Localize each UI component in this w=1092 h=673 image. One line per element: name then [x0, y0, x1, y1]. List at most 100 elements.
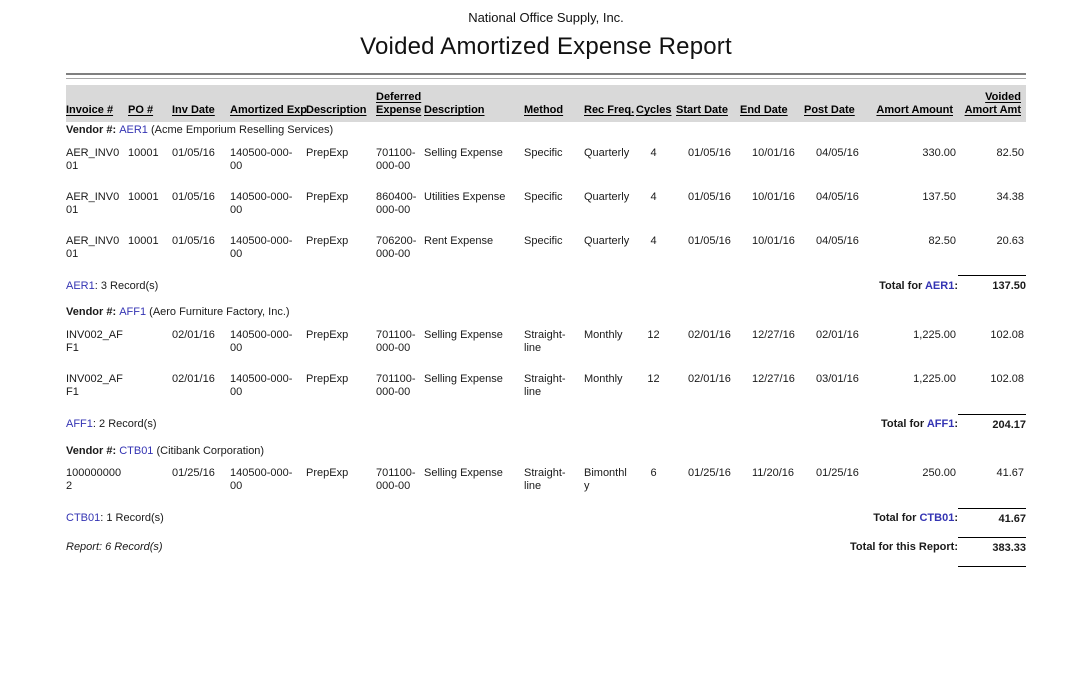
inv_date-cell: 02/01/16	[172, 373, 215, 386]
inv_date-cell: 01/05/16	[172, 190, 215, 203]
amortized_exp-cell: 140500-000-00	[230, 329, 293, 355]
column-header-label: Description	[306, 103, 367, 116]
end_date-cell: 10/01/16	[752, 190, 795, 203]
vendor-heading: Vendor #: AER1 (Acme Emporium Reselling …	[66, 122, 1026, 144]
expense-row: INV002_AFF1 02/01/16 140500-000-00 PrepExp 7…	[66, 370, 1026, 414]
vendor-row: Vendor #: AER1 (Acme Emporium Reselling …	[66, 122, 1026, 144]
cycles-cell: 12	[647, 373, 660, 386]
expense-row: AER_INV001 10001 01/05/16 140500-000-00 Prep…	[66, 144, 1026, 188]
total-for-text: Total for	[881, 418, 927, 431]
inv_date-cell: 01/25/16	[172, 467, 215, 480]
table-body: Vendor #: AER1 (Acme Emporium Reselling …	[66, 122, 1026, 567]
group-records-text: : 2 Record(s)	[92, 418, 157, 431]
vendor-row: Vendor #: AFF1 (Aero Furniture Factory, …	[66, 304, 1026, 326]
cycles-cell: 4	[650, 190, 657, 203]
voided-amortized-expense-table: Invoice # PO # Inv Date Amortized Exp Descri…	[66, 85, 1026, 567]
column-header-description1: Description	[306, 85, 376, 122]
end_date-cell: 10/01/16	[752, 146, 795, 159]
group-records-text: : 1 Record(s)	[100, 512, 164, 525]
column-header-label: Method	[524, 103, 564, 116]
vendor-name: (Citibank Corporation)	[153, 444, 265, 457]
description2-cell: Selling Expense	[424, 373, 503, 386]
group-code: AER1	[66, 279, 95, 292]
vendor-heading: Vendor #: CTB01 (Citibank Corporation)	[66, 443, 1026, 465]
rec_freq-cell: Monthly	[584, 329, 623, 342]
start_date-cell: 01/05/16	[688, 190, 731, 203]
po-cell: 10001	[128, 234, 159, 247]
column-header-label: Start Date	[676, 103, 728, 116]
expense-row: AER_INV001 10001 01/05/16 140500-000-00 Prep…	[66, 188, 1026, 232]
method-cell: Straight-line	[524, 467, 566, 493]
cycles-cell: 4	[650, 146, 657, 159]
vendor-name: (Aero Furniture Factory, Inc.)	[146, 306, 290, 319]
report-records-count: Report: 6 Record(s)	[66, 541, 163, 554]
deferred_expense-cell: 701100-000-00	[376, 329, 416, 355]
deferred_expense-cell: 860400-000-00	[376, 190, 417, 216]
column-header-amort_amount: Amort Amount	[872, 85, 958, 122]
group-total-label: Total for CTB01:	[636, 508, 958, 537]
amortized_exp-cell: 140500-000-00	[230, 190, 293, 216]
column-header-description2: Description	[424, 85, 524, 122]
post_date-cell: 03/01/16	[816, 373, 859, 386]
column-header-label: Cycles	[636, 103, 672, 116]
cycles-cell: 6	[650, 467, 657, 480]
description2-cell: Selling Expense	[424, 146, 503, 159]
deferred_expense-cell: 701100-000-00	[376, 373, 416, 399]
end_date-cell: 10/01/16	[752, 234, 795, 247]
deferred_expense-cell: 701100-000-00	[376, 146, 416, 172]
rec_freq-cell: Quarterly	[584, 146, 630, 159]
rec_freq-cell: Monthly	[584, 373, 623, 386]
voided_amort_amt-cell: 102.08	[990, 373, 1024, 386]
column-header-cycles: Cycles	[636, 85, 676, 122]
invoice-cell: INV002_AFF1	[66, 373, 123, 399]
report-page: National Office Supply, Inc. Voided Amor…	[66, 0, 1026, 567]
inv_date-cell: 01/05/16	[172, 146, 215, 159]
cycles-cell: 12	[647, 329, 660, 342]
rec_freq-cell: Quarterly	[584, 190, 630, 203]
amort_amount-cell: 137.50	[922, 190, 956, 203]
top-divider-rule	[66, 73, 1026, 79]
vendor-label: Vendor #:	[66, 123, 120, 136]
group-records-count: AER1: 3 Record(s)	[66, 276, 636, 304]
invoice-cell: 1000000002	[66, 467, 122, 493]
group-total-amount: 137.50	[958, 275, 1026, 305]
column-header-method: Method	[524, 85, 584, 122]
column-header-label: Amort Amount	[876, 103, 953, 116]
company-name: National Office Supply, Inc.	[468, 10, 624, 25]
description2-cell: Selling Expense	[424, 467, 503, 480]
column-header-rec_freq: Rec Freq.	[584, 85, 636, 122]
start_date-cell: 01/25/16	[688, 467, 731, 480]
po-cell	[128, 326, 172, 370]
group-subtotal-row: CTB01: 1 Record(s) Total for CTB01: 41.67	[66, 507, 1026, 538]
column-header-start_date: Start Date	[676, 85, 740, 122]
invoice-cell: INV002_AFF1	[66, 329, 123, 355]
column-header-label: Invoice #	[66, 103, 114, 116]
report-total-amount: 383.33	[958, 536, 1026, 567]
table-header-row: Invoice # PO # Inv Date Amortized Exp Descri…	[66, 85, 1026, 122]
amort_amount-cell: 250.00	[922, 467, 956, 480]
start_date-cell: 02/01/16	[688, 329, 731, 342]
expense-row: INV002_AFF1 02/01/16 140500-000-00 PrepExp 7…	[66, 326, 1026, 370]
expense-row: 1000000002 01/25/16 140500-000-00 PrepExp 70…	[66, 464, 1026, 508]
group-records-text: : 3 Record(s)	[94, 279, 159, 292]
vendor-code: CTB01	[119, 444, 154, 457]
report-total-row: Report: 6 Record(s) Total for this Report…	[66, 536, 1026, 567]
amort_amount-cell: 1,225.00	[913, 373, 956, 386]
expense-row: AER_INV001 10001 01/05/16 140500-000-00 Prep…	[66, 232, 1026, 276]
amortized_exp-cell: 140500-000-00	[230, 146, 293, 172]
end_date-cell: 12/27/16	[752, 329, 795, 342]
total-code: AER1	[924, 279, 955, 292]
description2-cell: Rent Expense	[424, 234, 494, 247]
column-header-label: PO #	[128, 103, 154, 116]
voided_amort_amt-cell: 82.50	[996, 146, 1024, 159]
end_date-cell: 11/20/16	[752, 467, 795, 480]
total-for-text: Total for	[879, 279, 925, 292]
invoice-cell: AER_INV001	[66, 190, 120, 216]
voided_amort_amt-cell: 41.67	[996, 467, 1024, 480]
column-header-label: Rec Freq.	[584, 103, 635, 116]
total-colon: :	[954, 279, 958, 292]
voided_amort_amt-cell: 20.63	[996, 234, 1024, 247]
group-code: CTB01	[66, 512, 101, 525]
deferred_expense-cell: 701100-000-00	[376, 467, 416, 493]
table-header: Invoice # PO # Inv Date Amortized Exp Descri…	[66, 85, 1026, 122]
